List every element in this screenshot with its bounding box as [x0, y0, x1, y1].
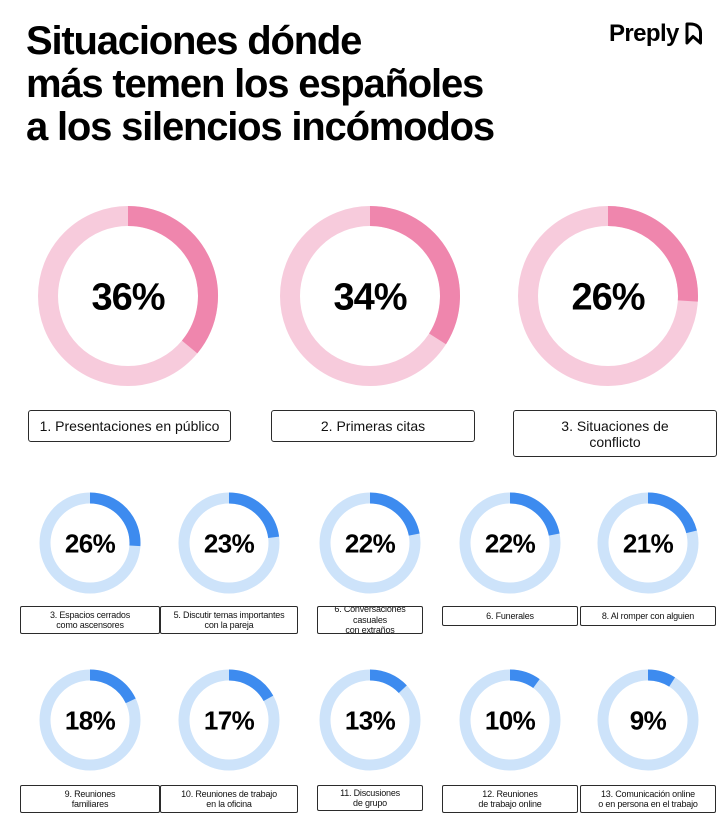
category-label-11: 11. Discusiones de grupo — [317, 785, 423, 811]
donut-10: 17% — [178, 669, 280, 771]
title-line-2: más temen los españoles — [26, 62, 484, 106]
donut-arc-5 — [228, 492, 280, 539]
donut-arc-12 — [509, 669, 540, 689]
donut-arc-3 — [607, 206, 698, 302]
donut-arc-4 — [89, 492, 141, 547]
donut-5: 23% — [178, 492, 280, 594]
value-label-10: 17% — [204, 705, 255, 735]
value-label-2: 34% — [333, 277, 406, 319]
category-label-5: 5. Discutir temas importantes con la par… — [160, 606, 298, 634]
value-label-12: 10% — [485, 705, 536, 735]
value-label-9: 18% — [65, 705, 116, 735]
category-label-12: 12. Reuniones de trabajo online — [442, 785, 578, 813]
donut-arc-10 — [228, 669, 274, 702]
category-label-9: 9. Reuniones familiares — [20, 785, 160, 813]
donut-8: 21% — [597, 492, 699, 594]
donut-4: 26% — [39, 492, 141, 594]
donut-3: 26% — [518, 206, 698, 386]
donut-6: 22% — [319, 492, 421, 594]
donut-arc-1 — [127, 206, 218, 354]
value-label-3: 26% — [571, 277, 644, 319]
category-label-13: 13. Comunicación online o en persona en … — [580, 785, 716, 813]
donut-arc-2 — [369, 206, 460, 345]
donut-12: 10% — [459, 669, 561, 771]
donut-7: 22% — [459, 492, 561, 594]
donut-arc-13 — [647, 669, 676, 687]
donut-arc-11 — [369, 669, 407, 694]
category-label-10: 10. Reuniones de trabajo en la oficina — [160, 785, 298, 813]
value-label-11: 13% — [345, 705, 396, 735]
donut-9: 18% — [39, 669, 141, 771]
donut-1: 36% — [38, 206, 218, 386]
title-line-3: a los silencios incómodos — [26, 105, 495, 149]
value-label-8: 21% — [623, 528, 674, 558]
donut-13: 9% — [597, 669, 699, 771]
page-title: Situaciones dónde más temen los españole… — [26, 19, 495, 149]
value-label-4: 26% — [65, 528, 116, 558]
donut-2: 34% — [280, 206, 460, 386]
brand-logo: Preply — [609, 20, 706, 48]
value-label-1: 36% — [91, 277, 164, 319]
value-label-13: 9% — [630, 705, 667, 735]
donut-arc-6 — [369, 492, 420, 536]
category-label-1: 1. Presentaciones en público — [28, 410, 231, 442]
value-label-7: 22% — [485, 528, 536, 558]
category-label-3: 3. Situaciones de conflicto — [513, 410, 717, 457]
value-label-6: 22% — [345, 528, 396, 558]
donut-arc-9 — [89, 669, 136, 704]
category-label-7: 6. Funerales — [442, 606, 578, 626]
category-label-2: 2. Primeras citas — [271, 410, 475, 442]
value-label-5: 23% — [204, 528, 255, 558]
category-label-4: 3. Espacios cerrados como ascensores — [20, 606, 160, 634]
brand-name: Preply — [609, 20, 679, 47]
donut-11: 13% — [319, 669, 421, 771]
donut-arc-8 — [647, 492, 697, 534]
category-label-6: 6. Conversaciones casuales con extraños — [317, 606, 423, 634]
donut-arc-7 — [509, 492, 560, 536]
category-label-8: 8. Al romper con alguien — [580, 606, 716, 626]
title-line-1: Situaciones dónde — [26, 19, 362, 63]
preply-logo-icon — [685, 22, 702, 44]
